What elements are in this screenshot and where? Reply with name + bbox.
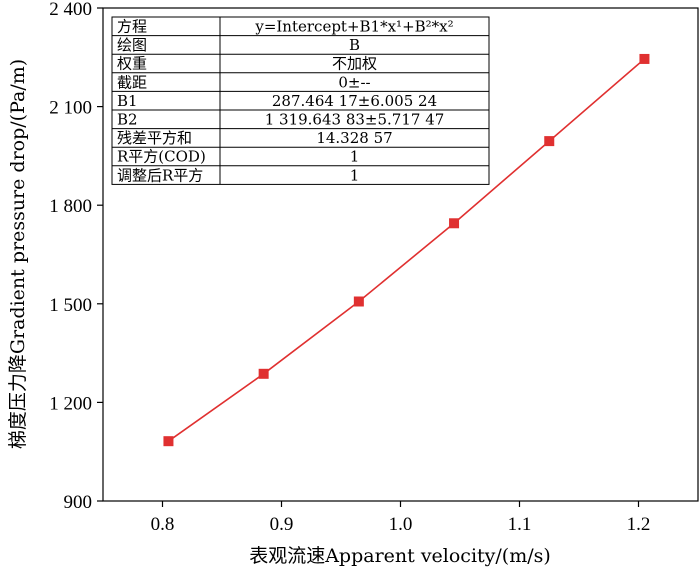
fit-table-value: 1 319.643 83±5.717 47 <box>265 111 445 129</box>
fit-table-value: y=Intercept+B1*x¹+B²*x² <box>254 18 453 36</box>
y-tick-label: 1 800 <box>49 196 92 217</box>
fit-table-value: B <box>349 36 360 54</box>
y-tick-label: 1 200 <box>49 393 92 414</box>
fit-table-label: 截距 <box>117 73 147 91</box>
fit-table-value: 1 <box>350 166 360 184</box>
fit-table-value: 287.464 17±6.005 24 <box>272 92 437 110</box>
y-tick-label: 2 400 <box>49 0 92 20</box>
axis-ticks: 0.8 0.9 1.0 1.1 1.2 900 1 200 1 500 1 800 2 100 2 … <box>49 0 650 535</box>
fit-table-value: 0±-- <box>338 73 370 91</box>
data-point <box>449 218 460 229</box>
data-point <box>258 368 269 379</box>
fit-table-label: 权重 <box>117 55 147 73</box>
data-point <box>353 296 364 307</box>
y-tick-label: 900 <box>64 492 93 513</box>
x-tick-label: 0.9 <box>270 514 294 535</box>
fit-table-value: 14.328 57 <box>316 129 392 147</box>
x-tick-label: 1.1 <box>508 514 532 535</box>
y-tick-label: 1 500 <box>49 295 92 316</box>
data-point <box>163 436 174 447</box>
y-tick-label: 2 100 <box>49 98 92 119</box>
fit-table-label: 绘图 <box>117 36 147 54</box>
fit-table-label: 方程 <box>117 18 147 36</box>
x-tick-label: 1.2 <box>627 514 651 535</box>
y-axis-label: 梯度压力降Gradient pressure drop/(Pa/m) <box>7 59 29 449</box>
fit-table-border <box>111 16 490 185</box>
fit-table-label: 调整后R平方 <box>117 166 203 184</box>
fit-table-value: 1 <box>350 148 360 166</box>
series-line <box>167 58 645 442</box>
fit-table-label: 残差平方和 <box>117 129 192 147</box>
fit-table-label: R平方(COD) <box>117 148 206 166</box>
x-tick-label: 1.0 <box>389 514 413 535</box>
fit-table-label: B1 <box>117 92 138 110</box>
data-point <box>544 136 555 147</box>
x-tick-label: 0.8 <box>151 514 175 535</box>
data-series <box>163 53 650 447</box>
fit-table-label: B2 <box>117 111 138 129</box>
fit-table-value: 不加权 <box>332 55 377 73</box>
x-axis-label: 表观流速Apparent velocity/(m/s) <box>249 545 551 567</box>
data-point <box>639 53 650 64</box>
